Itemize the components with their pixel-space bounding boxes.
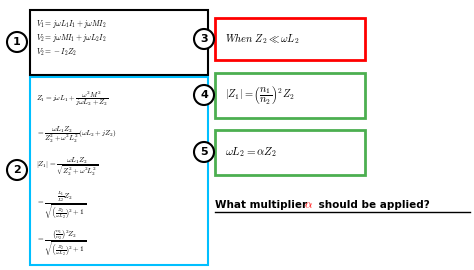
Text: 1: 1 — [13, 37, 21, 47]
Text: $\mathit{When}\ Z_2 \ll \omega L_2$: $\mathit{When}\ Z_2 \ll \omega L_2$ — [225, 32, 299, 46]
Circle shape — [194, 142, 214, 162]
Text: $\omega L_2 = \alpha Z_2$: $\omega L_2 = \alpha Z_2$ — [225, 146, 277, 160]
FancyBboxPatch shape — [215, 18, 365, 60]
FancyBboxPatch shape — [30, 10, 208, 75]
Text: $\alpha$: $\alpha$ — [304, 198, 313, 211]
Circle shape — [7, 32, 27, 52]
Text: $V_1 = j\omega L_1 I_1 + j\omega MI_2$: $V_1 = j\omega L_1 I_1 + j\omega MI_2$ — [36, 18, 107, 30]
Text: $Z_1 = j\omega L_1 + \dfrac{\omega^2 M^2}{j\omega L_2 + Z_2}$: $Z_1 = j\omega L_1 + \dfrac{\omega^2 M^2… — [36, 90, 109, 108]
Text: $|Z_1| = \left(\dfrac{n_1}{n_2}\right)^2 Z_2$: $|Z_1| = \left(\dfrac{n_1}{n_2}\right)^2… — [225, 85, 294, 106]
FancyBboxPatch shape — [30, 77, 208, 265]
Text: $= \dfrac{\left(\frac{n_1}{n_2}\right)^2 Z_2}{\sqrt{\left(\frac{Z_2}{\omega L_2}: $= \dfrac{\left(\frac{n_1}{n_2}\right)^2… — [36, 228, 86, 258]
Circle shape — [194, 85, 214, 105]
Text: $= \dfrac{\omega L_1 Z_2}{Z_2^2+\omega^2 L_2^2}(\omega L_2+jZ_2)$: $= \dfrac{\omega L_1 Z_2}{Z_2^2+\omega^2… — [36, 125, 117, 145]
Text: $|Z_1| = \dfrac{\omega L_1 Z_2}{\sqrt{Z_2^2+\omega^2 L_2^2}}$: $|Z_1| = \dfrac{\omega L_1 Z_2}{\sqrt{Z_… — [36, 156, 99, 178]
Text: What multiplier: What multiplier — [215, 200, 311, 210]
FancyBboxPatch shape — [215, 73, 365, 118]
Text: 3: 3 — [200, 34, 208, 44]
Text: 5: 5 — [200, 147, 208, 157]
Circle shape — [7, 160, 27, 180]
FancyBboxPatch shape — [215, 130, 365, 175]
Text: 4: 4 — [200, 90, 208, 100]
Text: 2: 2 — [13, 165, 21, 175]
Text: should be applied?: should be applied? — [315, 200, 430, 210]
Text: $V_2 = j\omega MI_1 + j\omega L_2 I_2$: $V_2 = j\omega MI_1 + j\omega L_2 I_2$ — [36, 32, 107, 44]
Text: $= \dfrac{\frac{L_1}{L_2}Z_2}{\sqrt{\left(\frac{Z_2}{\omega L_2}\right)^2+1}}$: $= \dfrac{\frac{L_1}{L_2}Z_2}{\sqrt{\lef… — [36, 189, 86, 221]
Text: $V_2 = -I_2 Z_2$: $V_2 = -I_2 Z_2$ — [36, 46, 77, 58]
Circle shape — [194, 29, 214, 49]
